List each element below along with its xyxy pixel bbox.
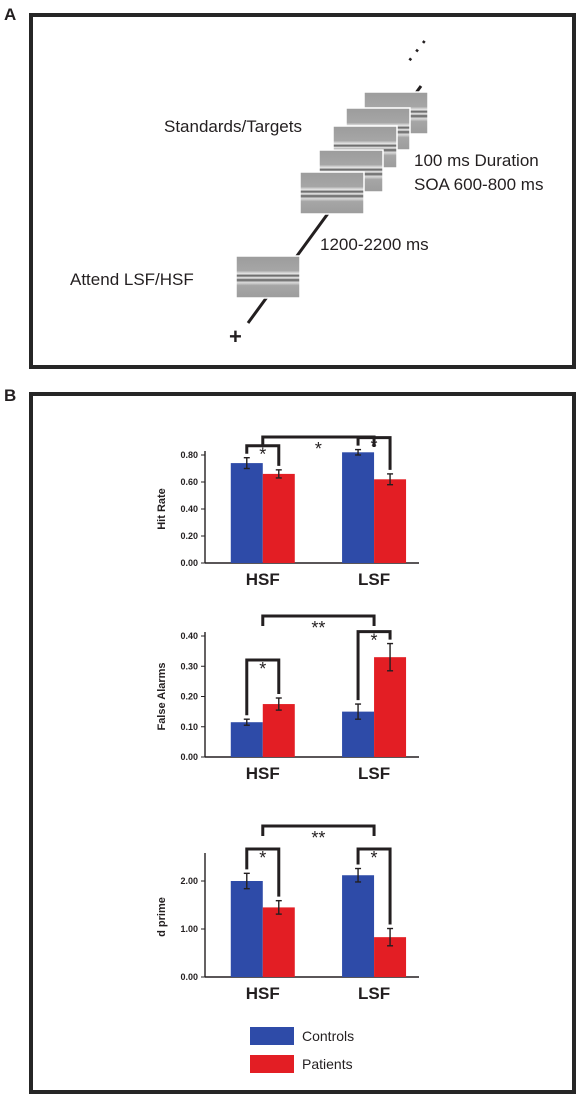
significance-star: * <box>371 848 378 868</box>
significance-bracket-between <box>261 824 376 836</box>
y-tick-label: 0.20 <box>180 692 198 702</box>
significance-star-between: * <box>315 439 322 459</box>
bar-controls-hsf <box>230 722 263 757</box>
standards-targets-label: Standards/Targets <box>164 117 302 136</box>
legend: Controls Patients <box>250 1027 450 1077</box>
significance-star: * <box>259 445 266 465</box>
significance-bracket-between <box>261 435 376 447</box>
significance-star-between: ** <box>311 618 325 638</box>
category-label-lsf: LSF <box>358 570 390 589</box>
significance-star-between: ** <box>311 828 325 848</box>
category-label-hsf: HSF <box>246 984 280 1003</box>
soa-label: SOA 600-800 ms <box>414 175 543 194</box>
y-axis-label: d prime <box>156 897 168 937</box>
bar-controls-lsf <box>342 875 375 977</box>
bar-patients-hsf <box>262 704 295 757</box>
bar-patients-hsf <box>262 473 295 563</box>
duration-label: 100 ms Duration <box>414 151 539 170</box>
legend-item-patients: Patients <box>250 1055 450 1075</box>
isi-label: 1200-2200 ms <box>320 235 429 254</box>
bar-patients-lsf <box>374 479 407 563</box>
significance-bracket-within <box>245 658 281 716</box>
bar-controls-hsf <box>230 463 263 563</box>
stimulus-stack <box>299 91 429 215</box>
panel-b-letter: B <box>4 386 17 405</box>
y-tick-label: 0.60 <box>180 477 198 487</box>
legend-swatch-patients <box>250 1055 294 1073</box>
significance-star: * <box>371 631 378 651</box>
significance-bracket-between <box>261 614 376 626</box>
y-axis-label: Hit Rate <box>156 488 168 530</box>
legend-item-controls: Controls <box>250 1027 450 1047</box>
y-tick-label: 0.30 <box>180 661 198 671</box>
legend-label-controls: Controls <box>302 1028 355 1044</box>
legend-label-patients: Patients <box>302 1056 353 1072</box>
significance-star: * <box>259 848 266 868</box>
bar-controls-hsf <box>230 881 263 977</box>
y-tick-label: 0.40 <box>180 504 198 514</box>
category-label-lsf: LSF <box>358 984 390 1003</box>
y-tick-label: 0.40 <box>180 631 198 641</box>
panel-a-diagram: · · · Standards/Targets 100 ms Duration … <box>70 33 543 349</box>
bar-controls-lsf <box>342 452 375 563</box>
significance-star: * <box>259 659 266 679</box>
significance-bracket-within <box>356 847 392 925</box>
y-tick-label: 0.00 <box>180 558 198 568</box>
y-tick-label: 0.20 <box>180 531 198 541</box>
legend-swatch-controls <box>250 1027 294 1045</box>
category-label-lsf: LSF <box>358 764 390 783</box>
y-tick-label: 0.80 <box>180 450 198 460</box>
y-tick-label: 2.00 <box>180 876 198 886</box>
category-label-hsf: HSF <box>246 570 280 589</box>
panel-a-letter: A <box>4 5 17 24</box>
category-label-hsf: HSF <box>246 764 280 783</box>
bar-patients-lsf <box>374 657 407 757</box>
y-tick-label: 0.00 <box>180 752 198 762</box>
significance-bracket-within <box>245 847 281 897</box>
y-tick-label: 0.10 <box>180 722 198 732</box>
fixation-cross: + <box>229 324 242 349</box>
significance-bracket-within <box>356 630 392 701</box>
attend-cue-stimulus <box>235 255 301 299</box>
y-tick-label: 0.00 <box>180 972 198 982</box>
bar-patients-hsf <box>262 907 295 977</box>
attend-label: Attend LSF/HSF <box>70 270 194 289</box>
y-axis-label: False Alarms <box>156 662 168 730</box>
y-tick-label: 1.00 <box>180 924 198 934</box>
